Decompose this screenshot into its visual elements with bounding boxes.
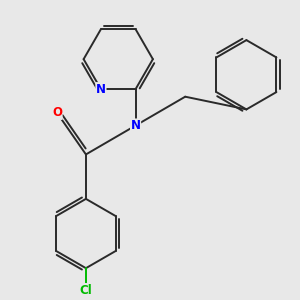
Text: O: O — [52, 106, 62, 119]
Text: N: N — [130, 119, 141, 132]
Text: Cl: Cl — [80, 284, 92, 297]
Text: N: N — [96, 83, 106, 96]
